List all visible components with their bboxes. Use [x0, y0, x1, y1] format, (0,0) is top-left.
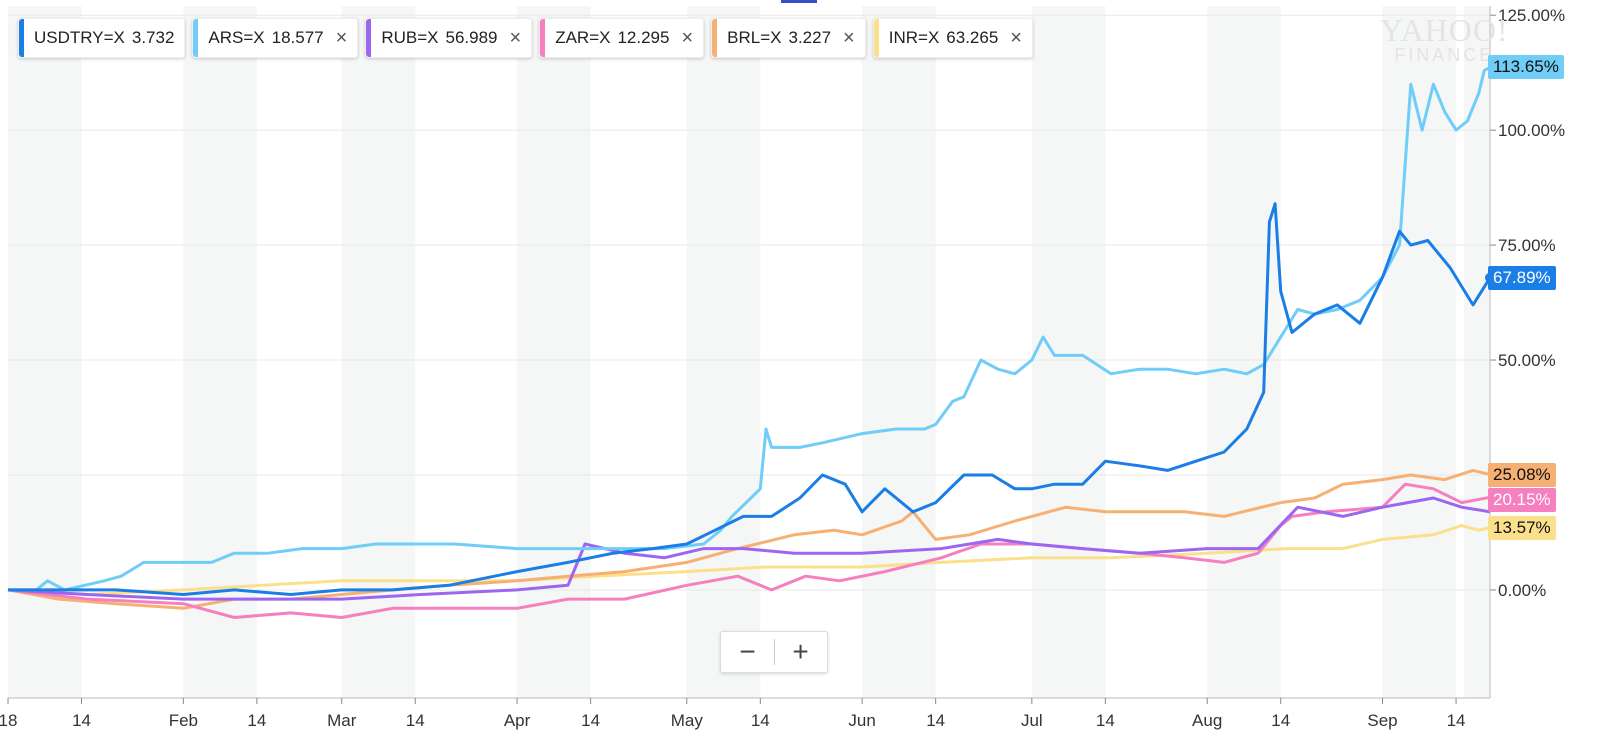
- close-icon[interactable]: ×: [1010, 26, 1022, 49]
- legend-chip-rub[interactable]: RUB=X 56.989 ×: [365, 18, 533, 58]
- legend-value: 3.732: [131, 28, 175, 47]
- legend-value: 3.227: [788, 28, 832, 47]
- legend-symbol: USDTRY=X: [34, 28, 125, 47]
- series-line-usdtry: [8, 202, 1492, 596]
- series-line-ars: [8, 66, 1491, 592]
- top-indicator: [781, 0, 817, 3]
- x-tick-label: Jun: [848, 711, 875, 730]
- y-tick-label: 50.00%: [1498, 351, 1556, 370]
- legend-value: 56.989: [445, 28, 498, 47]
- close-icon[interactable]: ×: [335, 26, 348, 49]
- legend-chip-ars[interactable]: ARS=X 18.577 ×: [192, 18, 359, 58]
- close-icon[interactable]: ×: [681, 26, 694, 49]
- legend-value: 63.265: [946, 28, 999, 47]
- x-tick-label: 18: [0, 711, 17, 730]
- legend-chip-usdtry[interactable]: USDTRY=X 3.732: [18, 18, 186, 58]
- legend-chip-brl[interactable]: BRL=X 3.227 ×: [711, 18, 866, 58]
- y-tick-label: 100.00%: [1498, 121, 1565, 140]
- x-tick-label: Jul: [1021, 711, 1043, 730]
- legend-color-bar: [366, 19, 372, 57]
- legend-color-bar: [873, 19, 879, 57]
- zoom-control: − +: [720, 631, 828, 673]
- legend-symbol: ZAR=X: [555, 28, 611, 47]
- close-icon[interactable]: ×: [509, 26, 522, 49]
- series-line-zar: [7, 482, 1491, 619]
- close-icon[interactable]: ×: [843, 26, 855, 49]
- y-tick-label: 125.00%: [1498, 6, 1565, 25]
- yahoo-finance-watermark: YAHOO! FINANCE: [1380, 14, 1509, 64]
- series-line-brl: [7, 468, 1491, 610]
- end-label-inr: 13.57%: [1488, 515, 1556, 540]
- legend-symbol: INR=X: [888, 28, 940, 47]
- x-tick-label: 14: [751, 711, 770, 730]
- x-tick-label: May: [671, 711, 704, 730]
- x-tick-label: Apr: [504, 711, 531, 730]
- legend-color-bar: [19, 19, 24, 57]
- y-tick-label: 75.00%: [1498, 236, 1556, 255]
- x-tick-label: 14: [72, 711, 91, 730]
- legend-color-bar: [540, 19, 546, 57]
- legend-symbol: ARS=X: [208, 28, 265, 47]
- end-label-brl: 25.08%: [1488, 462, 1556, 487]
- legend-value: 12.295: [617, 28, 670, 47]
- shaded-band: [686, 6, 761, 698]
- x-tick-label: Feb: [169, 711, 198, 730]
- x-tick-label: 14: [926, 711, 945, 730]
- legend-chip-inr[interactable]: INR=X 63.265 ×: [872, 18, 1033, 58]
- end-label-ars: 113.65%: [1488, 55, 1564, 80]
- end-label-zar: 20.15%: [1488, 487, 1556, 512]
- y-tick-label: 0.00%: [1498, 581, 1546, 600]
- legend-symbol: RUB=X: [381, 28, 439, 47]
- legend-value: 18.577: [271, 28, 324, 47]
- x-tick-label: 14: [247, 711, 266, 730]
- shaded-band: [1464, 6, 1490, 698]
- x-tick-label: 14: [1271, 711, 1290, 730]
- series-line-inr: [7, 524, 1491, 596]
- x-tick-label: 14: [406, 711, 425, 730]
- shaded-band: [1207, 6, 1281, 698]
- end-label-usdtry: 67.89%: [1488, 265, 1556, 290]
- legend: USDTRY=X 3.732 ARS=X 18.577 × RUB=X 56.9…: [18, 18, 1033, 58]
- zoom-divider: [773, 639, 775, 665]
- series-line-rub: [7, 496, 1491, 601]
- x-tick-label: 14: [1096, 711, 1115, 730]
- x-tick-label: Sep: [1367, 711, 1397, 730]
- watermark-line2: FINANCE: [1394, 45, 1495, 65]
- legend-color-bar: [712, 19, 718, 57]
- legend-symbol: BRL=X: [727, 28, 782, 47]
- shaded-band: [862, 6, 936, 698]
- x-tick-label: 14: [581, 711, 600, 730]
- legend-color-bar: [193, 19, 199, 57]
- shaded-band: [517, 6, 591, 698]
- x-tick-label: Aug: [1192, 711, 1222, 730]
- watermark-line1: YAHOO!: [1380, 12, 1509, 48]
- x-tick-label: 14: [1447, 711, 1466, 730]
- shaded-band: [1031, 6, 1106, 698]
- legend-chip-zar[interactable]: ZAR=X 12.295 ×: [539, 18, 705, 58]
- zoom-in-button[interactable]: +: [792, 636, 809, 667]
- shaded-band: [341, 6, 416, 698]
- x-tick-label: Mar: [327, 711, 357, 730]
- zoom-out-button[interactable]: −: [739, 636, 756, 667]
- shaded-band: [183, 6, 257, 698]
